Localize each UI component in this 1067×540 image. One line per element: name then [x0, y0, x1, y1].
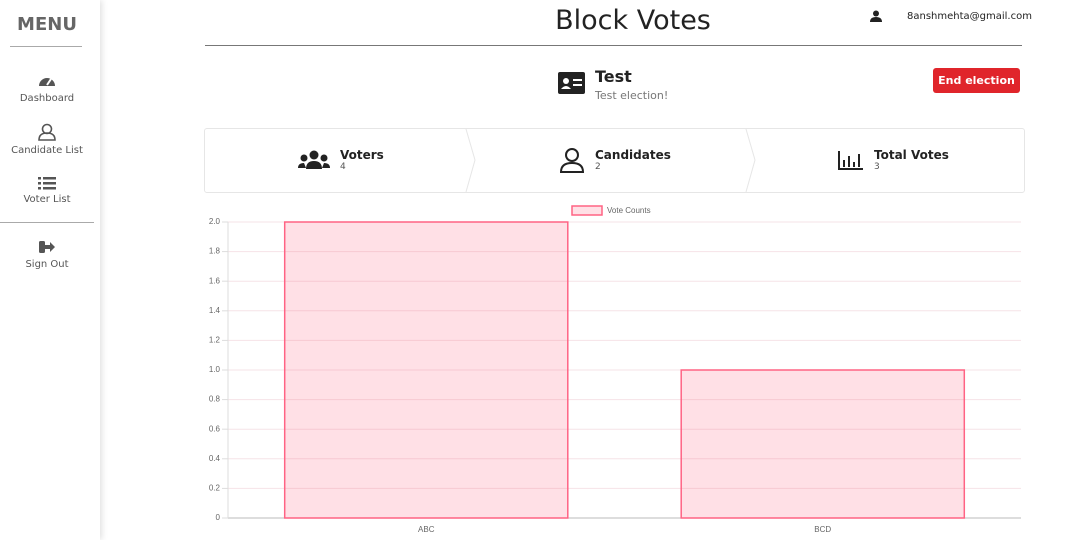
stat-label: Candidates: [595, 148, 671, 162]
candidate-icon: [38, 123, 56, 141]
voter-icon: [38, 177, 56, 190]
stat: Voters 4: [340, 148, 384, 172]
divider: [0, 222, 94, 223]
y-tick-label: 0.2: [209, 484, 221, 493]
y-tick-label: 2.0: [209, 217, 221, 226]
menu-title: MENU: [17, 14, 77, 35]
legend-swatch: [571, 205, 603, 216]
y-tick-label: 1.6: [209, 276, 221, 285]
bar: [680, 369, 966, 519]
user-email: 8anshmehta@gmail.com: [907, 11, 1032, 22]
y-tick-label: 1.4: [209, 306, 221, 315]
legend-label: Vote Counts: [607, 206, 651, 215]
stat-label: Voters: [340, 148, 384, 162]
menu-label: Sign Out: [25, 259, 69, 270]
stat: Candidates 2: [595, 148, 671, 172]
stat-label: Total Votes: [874, 148, 949, 162]
election-description: Test election!: [595, 89, 669, 102]
bar: [283, 221, 569, 519]
user-icon: [870, 10, 882, 22]
menu-item[interactable]: Sign Out: [0, 239, 94, 270]
page-title: Block Votes: [555, 5, 711, 36]
stats-bar: Voters 4 Candidates 2 Total Votes 3: [204, 128, 1025, 193]
signout-icon: [39, 241, 55, 253]
menu-item[interactable]: Candidate List: [0, 123, 94, 156]
menu-item[interactable]: Dashboard: [0, 73, 94, 104]
divider: [10, 46, 82, 47]
menu-item[interactable]: Voter List: [0, 176, 94, 205]
y-tick-label: 0.8: [209, 395, 221, 404]
end-election-button[interactable]: End election: [933, 68, 1020, 93]
stat-value: 2: [595, 162, 601, 172]
stat-value: 4: [340, 162, 346, 172]
election-icon: [558, 72, 585, 94]
header-rule: [205, 45, 1022, 46]
x-tick-label: ABC: [418, 525, 435, 534]
y-tick-label: 0.4: [209, 454, 221, 463]
y-tick-label: 0.6: [209, 424, 221, 433]
y-tick-label: 0: [216, 513, 221, 522]
dashboard-icon: [39, 78, 55, 86]
sidebar: MENU Dashboard Candidate List Voter List…: [0, 0, 100, 540]
stat-value: 3: [874, 162, 880, 172]
x-tick-label: BCD: [814, 525, 831, 534]
menu-label: Dashboard: [19, 93, 75, 104]
stats-dividers: [298, 129, 863, 192]
stat: Total Votes 3: [874, 148, 949, 172]
election-name: Test: [595, 67, 632, 86]
y-tick-label: 1.0: [209, 365, 221, 374]
y-tick-label: 1.2: [209, 336, 221, 345]
chart: Vote Counts 0 0.2 0.4 0.6 0.8 1.0 1.2 1.4 1.6 1.8 2…: [209, 205, 1021, 534]
menu-label: Candidate List: [11, 145, 83, 156]
y-tick-label: 1.8: [209, 247, 221, 256]
menu-label: Voter List: [23, 194, 71, 205]
